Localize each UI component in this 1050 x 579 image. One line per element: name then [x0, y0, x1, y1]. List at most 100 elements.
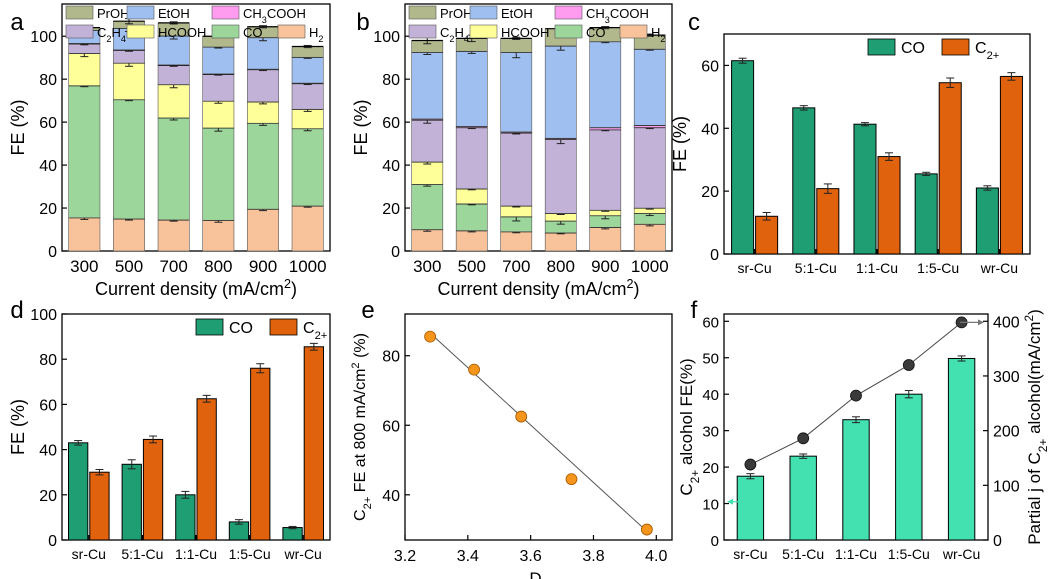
legend-swatch-EtOH — [126, 5, 155, 20]
legend-swatch-bar_C2 — [269, 318, 298, 336]
bar-segment-EtOH — [291, 56, 324, 84]
bar-bar_CO — [914, 173, 938, 255]
x-tick-label: 5:1-Cu — [782, 546, 824, 562]
y-tick-label: 30 — [702, 424, 719, 441]
left-axis-arrowhead — [727, 498, 733, 505]
legend-label: C2+ — [303, 320, 327, 342]
bar-segment-EtOH — [157, 35, 190, 66]
bar-segment-EtOH — [544, 45, 577, 139]
panel-label-a: a — [10, 9, 24, 36]
bar-segment-C2H4 — [500, 132, 533, 207]
plot-frame — [404, 313, 673, 541]
x-tick-label: 3.4 — [457, 548, 479, 565]
legend-swatch-CH3COOH — [554, 5, 583, 20]
panel-a: 0 20 40 60 80 100 300 500 700 800 900 1000 PrOH EtOH C… — [8, 3, 331, 299]
bar-segment-PrOH — [500, 38, 533, 53]
x-tick-label: 1000 — [631, 257, 669, 276]
bar-segment-C2H4 — [455, 127, 488, 190]
bar-segment-EtOH — [455, 50, 488, 127]
bar-segment-HCOOH — [68, 53, 101, 86]
legend-label: C2H4 — [440, 25, 469, 44]
panel-label-d: d — [10, 297, 23, 324]
bar-bar_CO — [68, 442, 89, 541]
x-tick-label: 1:5-Cu — [229, 546, 271, 562]
x-tick-label: 800 — [547, 257, 575, 276]
bar-segment-H2 — [247, 208, 279, 252]
x-tick-label: 1000 — [289, 257, 327, 276]
x-tick-label: 5:1-Cu — [795, 260, 837, 276]
legend-swatch-CH3COOH — [211, 5, 240, 20]
y-tick-label: 40 — [39, 443, 57, 460]
legend-label: HCOOH — [158, 25, 206, 40]
y-tick-label: 0 — [48, 533, 57, 550]
x-tick-label: 1:5-Cu — [888, 546, 930, 562]
right-axis-arrowhead — [978, 319, 984, 326]
bar-segment-C2H4 — [411, 119, 444, 163]
panel-label-e: e — [361, 297, 374, 324]
bar-bar_C2 — [196, 398, 217, 541]
bar-alcohol-fe — [789, 455, 817, 541]
data-point — [640, 523, 653, 536]
x-tick-label: wr-Cu — [980, 260, 1018, 276]
x-tick-label: 700 — [159, 257, 187, 276]
data-point — [565, 473, 578, 486]
legend-label: PrOH — [97, 6, 130, 21]
legend-label: CH3COOH — [586, 6, 649, 25]
y-tick-label: 100 — [30, 307, 57, 324]
y-tick-label: 20 — [382, 201, 400, 218]
bar-segment-CO — [291, 128, 324, 207]
partial-current-point — [850, 389, 862, 402]
bar-segment-H2 — [411, 229, 444, 252]
bar-bar_C2 — [142, 438, 164, 541]
y-tick-label: 10 — [702, 497, 719, 514]
y-tick-label: 60 — [701, 58, 719, 75]
bar-alcohol-fe — [895, 393, 923, 541]
panel-b: 0 20 40 60 80 100 300 500 700 800 900 1000 PrOH EtOH C… — [351, 3, 673, 299]
legend-label: HCOOH — [501, 25, 549, 40]
bar-segment-C2H4 — [202, 73, 235, 102]
bar-segment-EtOH — [500, 52, 533, 133]
y-tick-label: 40 — [382, 158, 400, 175]
y-right-tick-label: 100 — [993, 478, 1020, 495]
x-tick-label: 3.2 — [394, 548, 416, 565]
bar-bar_CO — [792, 107, 816, 255]
partial-current-point — [744, 458, 757, 471]
y-tick-label: 80 — [39, 352, 57, 369]
bar-bar_CO — [282, 527, 303, 541]
bar-segment-EtOH — [202, 46, 235, 75]
bar-bar_CO — [853, 123, 877, 255]
fit-line — [429, 332, 648, 532]
legend-label: CH3COOH — [243, 6, 306, 25]
x-axis-label: Current density (mA/cm2) — [437, 277, 639, 299]
y-tick-label: 60 — [382, 115, 400, 132]
bar-bar_CO — [731, 60, 755, 255]
x-tick-label: 1:5-Cu — [917, 260, 959, 276]
bar-segment-H2 — [633, 223, 666, 252]
y-tick-label: 80 — [382, 349, 400, 366]
x-axis-label: Ds — [529, 569, 547, 579]
x-tick-label: wr-Cu — [942, 546, 980, 562]
legend-label: CO — [229, 320, 253, 337]
y-tick-label: 40 — [701, 121, 719, 138]
legend-swatch-EtOH — [469, 5, 498, 20]
bar-segment-C2H4 — [113, 49, 145, 64]
x-tick-label: 1:1-Cu — [856, 260, 898, 276]
bar-bar_C2 — [938, 82, 962, 255]
bar-bar_C2 — [303, 346, 324, 541]
bar-segment-HCOOH — [291, 108, 324, 129]
bar-segment-CO — [157, 117, 190, 221]
legend-label: C2+ — [975, 40, 999, 62]
plot-frame — [61, 3, 331, 252]
bar-segment-H2 — [544, 232, 577, 252]
bar-segment-H2 — [455, 230, 488, 252]
y-tick-label: 60 — [702, 314, 719, 331]
y-tick-label: 40 — [39, 158, 57, 175]
bar-bar_CO — [175, 494, 196, 541]
y-right-tick-label: 300 — [993, 369, 1020, 386]
x-tick-label: 3.6 — [520, 548, 542, 565]
bar-segment-H2 — [589, 227, 622, 252]
bar-segment-HCOOH — [455, 188, 488, 205]
y-axis-label: FE (%) — [8, 100, 28, 156]
panel-d: 0 20 40 60 80 100 sr-Cu 5:1-Cu 1:1-Cu 1:5-Cu wr-Cu… — [8, 297, 331, 562]
bar-segment-H2 — [202, 219, 235, 252]
